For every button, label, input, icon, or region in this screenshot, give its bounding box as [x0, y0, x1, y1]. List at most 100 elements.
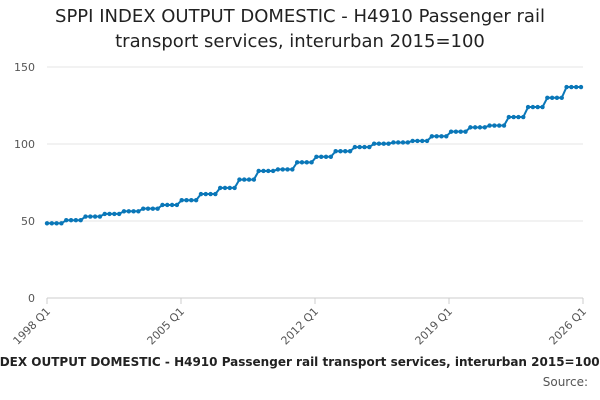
data-point	[285, 167, 290, 172]
data-point	[121, 209, 127, 214]
data-point	[323, 154, 329, 159]
data-point	[487, 123, 492, 128]
data-point	[165, 202, 170, 208]
data-point	[371, 141, 377, 146]
x-tick-label: 1998 Q1	[11, 305, 54, 348]
data-point	[400, 140, 406, 145]
data-point	[434, 134, 439, 139]
data-point	[189, 198, 194, 203]
data-point	[208, 191, 213, 197]
data-point	[352, 144, 358, 150]
data-point	[453, 129, 459, 134]
data-point	[131, 209, 136, 214]
series-line	[47, 86, 581, 225]
data-point	[376, 141, 382, 146]
chart-title-line-1: SPPI INDEX OUTPUT DOMESTIC - H4910 Passe…	[55, 6, 545, 27]
data-point	[246, 177, 252, 182]
data-point	[420, 138, 425, 144]
data-point	[549, 95, 555, 101]
data-point	[256, 168, 261, 174]
data-point	[338, 149, 343, 154]
x-axis: 1998 Q1 2005 Q1 2012 Q1 2019 Q1 2026 Q1	[11, 297, 589, 348]
data-point	[270, 168, 276, 174]
data-point	[492, 123, 497, 128]
data-point	[472, 125, 478, 130]
data-point	[564, 84, 569, 90]
data-point	[107, 211, 112, 217]
data-point	[516, 114, 521, 120]
data-point	[251, 177, 257, 182]
data-point	[506, 114, 512, 120]
data-point	[424, 138, 430, 144]
data-point	[73, 218, 79, 223]
data-point	[521, 114, 526, 120]
data-point	[227, 185, 233, 191]
legend-label: SPPI INDEX OUTPUT DOMESTIC - H4910 Passe…	[0, 355, 600, 369]
data-point	[294, 160, 300, 165]
data-point	[444, 134, 449, 139]
data-point	[530, 104, 536, 110]
data-point	[482, 125, 487, 130]
data-point	[116, 211, 122, 217]
data-point	[261, 168, 266, 174]
data-point	[429, 134, 435, 139]
data-point	[237, 177, 242, 182]
legend: SPPI INDEX OUTPUT DOMESTIC - H4910 Passe…	[0, 355, 600, 369]
data-point	[222, 185, 228, 191]
grid-lines	[47, 66, 583, 222]
data-point	[559, 95, 564, 101]
data-point	[193, 198, 199, 203]
data-point	[217, 185, 223, 191]
data-point	[44, 221, 50, 226]
data-point	[102, 211, 107, 217]
data-point	[554, 95, 560, 101]
data-point	[169, 202, 175, 208]
data-point	[275, 167, 281, 172]
data-point	[328, 154, 334, 159]
data-point	[280, 167, 285, 172]
y-axis-ticks: 0 50 100 150	[14, 61, 35, 305]
data-point	[179, 198, 184, 203]
data-point	[198, 191, 204, 197]
data-point	[88, 214, 93, 219]
x-tick-label: 2005 Q1	[145, 305, 188, 348]
data-point	[141, 206, 146, 211]
data-point	[78, 218, 83, 223]
chart-title-line-2: transport services, interurban 2015=100	[115, 31, 485, 52]
data-point	[497, 123, 502, 128]
data-point	[540, 104, 545, 110]
data-point	[386, 141, 391, 146]
data-point	[545, 95, 550, 101]
data-point	[112, 211, 117, 217]
data-point	[155, 206, 160, 211]
data-point	[145, 206, 151, 211]
data-point	[525, 104, 531, 110]
data-point	[174, 202, 180, 208]
data-point	[391, 140, 396, 145]
data-point	[343, 149, 348, 154]
data-point	[569, 84, 574, 90]
data-point	[333, 149, 338, 154]
data-point	[357, 144, 362, 150]
data-point	[468, 125, 473, 130]
data-point	[395, 140, 401, 145]
data-point	[68, 218, 74, 223]
data-point	[511, 114, 516, 120]
data-point	[381, 141, 386, 146]
data-point	[92, 214, 98, 219]
data-point	[59, 221, 64, 226]
source-label: Source:	[542, 375, 588, 389]
data-point	[415, 138, 420, 144]
x-tick-label: 2019 Q1	[413, 305, 456, 348]
data-point	[448, 129, 454, 134]
data-point	[347, 149, 353, 154]
data-point	[410, 138, 415, 144]
data-point	[309, 160, 314, 165]
data-point	[136, 209, 141, 214]
data-point	[213, 191, 218, 197]
y-tick-label: 0	[28, 292, 35, 305]
data-point	[97, 214, 103, 219]
data-point	[49, 221, 55, 226]
data-point	[83, 214, 88, 219]
